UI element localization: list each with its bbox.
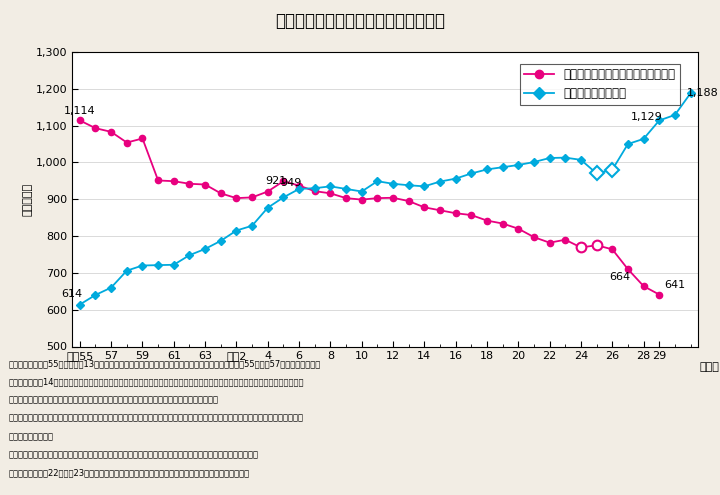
Text: 949: 949 xyxy=(281,178,302,188)
Text: 664: 664 xyxy=(610,272,631,282)
Text: 1,188: 1,188 xyxy=(687,89,719,99)
Text: 1,114: 1,114 xyxy=(64,106,96,116)
Text: （備考）１．昭和55年から平成13年までは総務省「労働力調査特別調査」（各年２月。ただし，昭和55年から57年は各年３月），: （備考）１．昭和55年から平成13年までは総務省「労働力調査特別調査」（各年２月… xyxy=(9,359,321,368)
Text: ２．「男性雇用者と無業の妻から成る世帯」とは，夫が非農林業雇用者で，妻が非就業者（非労働力人口及び完全失業者）: ２．「男性雇用者と無業の妻から成る世帯」とは，夫が非農林業雇用者で，妻が非就業者… xyxy=(9,414,304,423)
Text: 921: 921 xyxy=(265,176,287,186)
Text: ３．「雇用者の共働き世帯」とは，夫婦共に非農林業雇用者（非正規の職員・従業員を含む）の世帯。: ３．「雇用者の共働き世帯」とは，夫婦共に非農林業雇用者（非正規の職員・従業員を含… xyxy=(9,450,258,459)
Legend: 男性雇用者と無業の妻から成る世帯, 雇用者の共働き世帯: 男性雇用者と無業の妻から成る世帯, 雇用者の共働き世帯 xyxy=(520,64,680,105)
Text: 1,129: 1,129 xyxy=(631,111,662,122)
Text: の世帯。: の世帯。 xyxy=(9,432,53,441)
Text: 614: 614 xyxy=(61,290,83,299)
Text: 平成14年以降は総務省「労働力調査（詳細集計）」より作成。「労働力調査特別調査」と「労働力調査（詳細集計）」: 平成14年以降は総務省「労働力調査（詳細集計）」より作成。「労働力調査特別調査」… xyxy=(9,377,304,386)
Y-axis label: （万世帯）: （万世帯） xyxy=(23,183,32,216)
Text: とでは，調査方法，調査月等が相違することから，時系列比較には注意を要する。: とでは，調査方法，調査月等が相違することから，時系列比較には注意を要する。 xyxy=(9,396,219,404)
Text: Ｉ－３－４図　共働き等世帯数の推移: Ｉ－３－４図 共働き等世帯数の推移 xyxy=(275,12,445,30)
Text: 641: 641 xyxy=(665,280,685,290)
Text: ４．平成22年及び23年の値（白抜き表示）は，岩手県，宮城県及び福島県を除く全国の結果。: ４．平成22年及び23年の値（白抜き表示）は，岩手県，宮城県及び福島県を除く全国… xyxy=(9,469,250,478)
Text: （年）: （年） xyxy=(700,362,720,372)
